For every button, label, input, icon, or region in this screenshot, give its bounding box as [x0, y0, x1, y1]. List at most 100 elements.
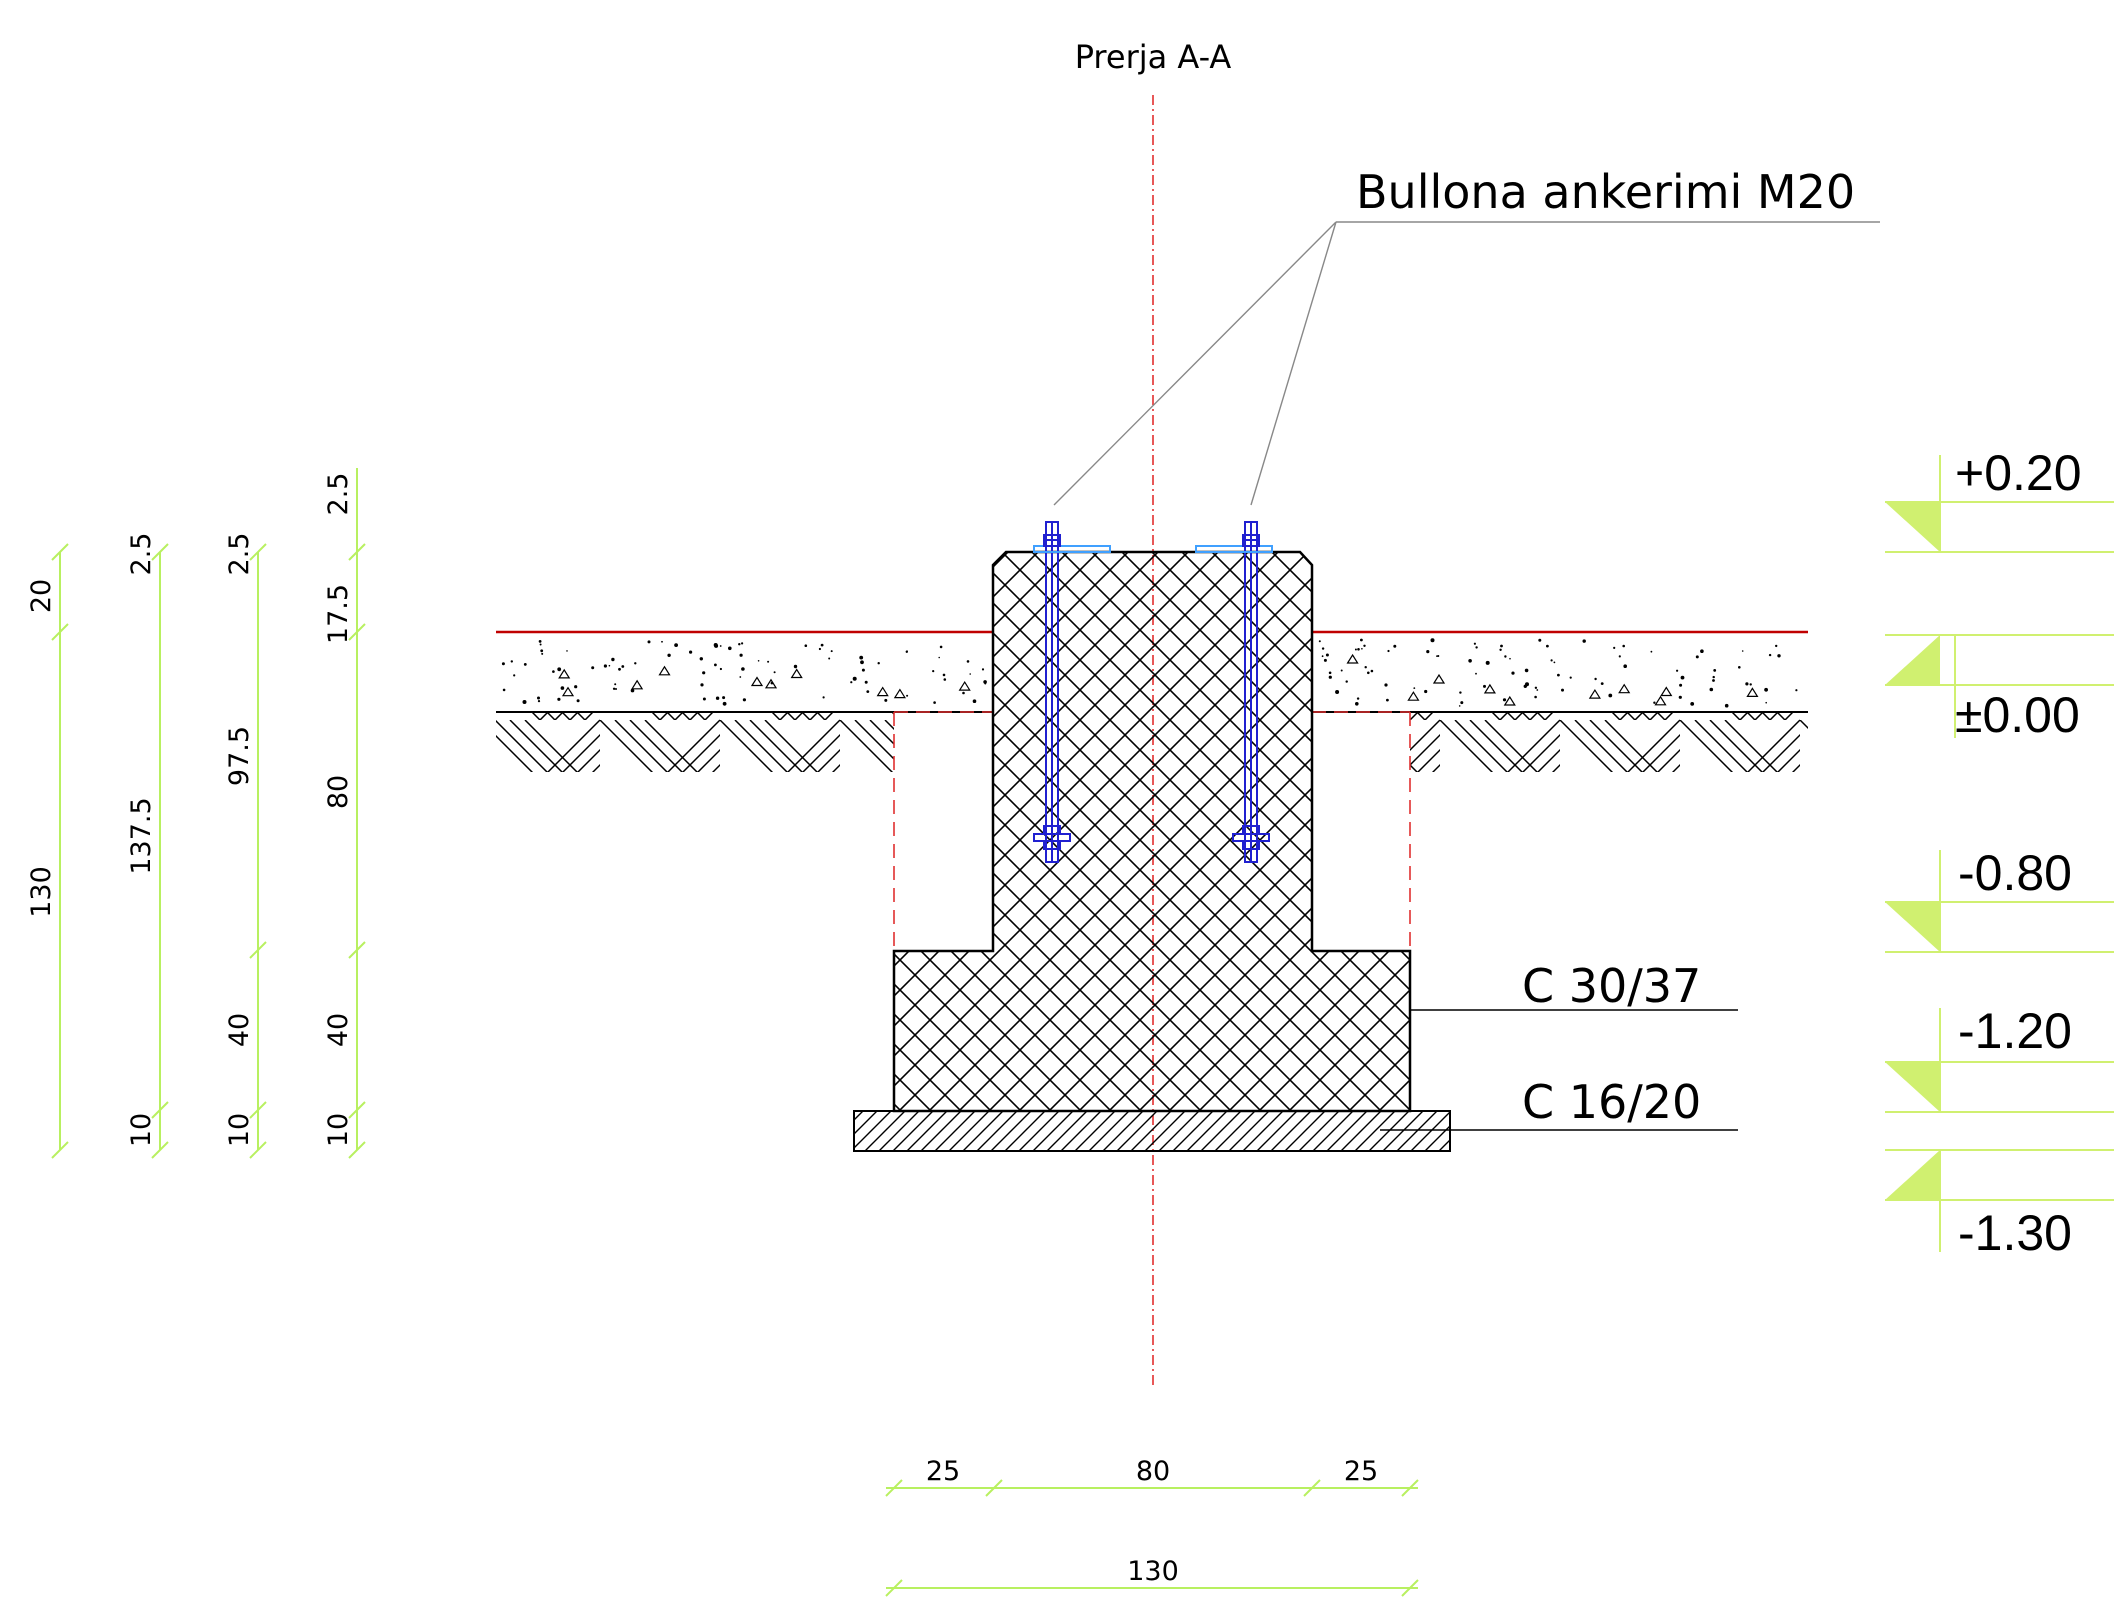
horizontal-dimensions: [885, 1479, 1419, 1597]
aggregate-dot: [1713, 669, 1717, 672]
anchor-bolt-left: [1033, 521, 1111, 863]
aggregate-dot: [1340, 669, 1343, 672]
aggregate-dot: [1475, 646, 1478, 649]
vertical-dimensions: [51, 468, 366, 1159]
aggregate-dot: [1600, 682, 1604, 685]
aggregate-dot: [1393, 644, 1397, 648]
aggregate-dot: [621, 665, 625, 668]
aggregate-dot: [793, 664, 798, 669]
aggregate-dot: [820, 643, 824, 647]
aggregate-dot: [618, 667, 621, 671]
aggregate-dot: [939, 645, 943, 649]
aggregate-dot: [674, 643, 678, 647]
aggregate-dot: [905, 650, 908, 653]
aggregate-dot: [1524, 668, 1529, 673]
aggregate-dot: [1534, 686, 1538, 689]
aggregate-dot: [728, 646, 732, 651]
aggregate-dot: [1345, 680, 1348, 683]
aggregate-dot: [537, 700, 541, 703]
aggregate-dot: [933, 701, 936, 704]
aggregate-dot: [537, 696, 540, 700]
aggregate-dot: [942, 673, 946, 677]
aggregate-triangle: [750, 676, 764, 687]
aggregate-dot: [1355, 702, 1359, 706]
aggregate-dot: [1582, 639, 1586, 643]
dim-label: 10: [224, 1113, 255, 1147]
aggregate-dot: [1485, 660, 1490, 665]
dim-label: 10: [323, 1113, 354, 1147]
level-label: +0.20: [1955, 445, 2082, 501]
aggregate-dot: [981, 668, 985, 671]
level-label: -0.80: [1958, 845, 2072, 901]
aggregate-dot: [1777, 654, 1781, 658]
level-marker: +0.20: [1885, 445, 2114, 553]
aggregate-dot: [1458, 705, 1461, 707]
aggregate-dot: [1680, 675, 1685, 680]
aggregate-dot: [502, 688, 506, 692]
dim-label: 2.5: [224, 533, 255, 576]
aggregate-triangle: [561, 686, 575, 697]
aggregate-dot: [1370, 669, 1374, 673]
dim-label: 20: [26, 579, 57, 613]
aggregate-dot: [541, 652, 544, 655]
dim-label: 130: [26, 866, 57, 918]
aggregate-dot: [828, 657, 831, 660]
aggregate-triangle: [631, 679, 644, 690]
aggregate-dot: [560, 686, 565, 690]
aggregate-triangle: [1588, 688, 1601, 699]
aggregate-dot: [1500, 644, 1503, 648]
level-label: -1.30: [1958, 1205, 2072, 1261]
aggregate-dot: [767, 660, 770, 663]
aggregate-dot: [884, 698, 888, 702]
aggregate-dot: [612, 687, 616, 690]
aggregate-dot: [1690, 702, 1695, 706]
aggregate-dot: [1678, 695, 1682, 699]
aggregate-dot: [538, 640, 542, 643]
aggregate-dot: [1424, 689, 1428, 694]
aggregate-dot: [614, 683, 617, 686]
aggregate-dot: [1318, 640, 1321, 643]
aggregate-dot: [552, 670, 555, 673]
aggregate-triangle: [1746, 687, 1759, 697]
level-marker: -0.80: [1885, 845, 2114, 953]
aggregate-dot: [1386, 698, 1389, 702]
anchor-label: Bullona ankerimi M20: [1356, 165, 1855, 219]
aggregate-dot: [1511, 671, 1515, 675]
aggregate-dot: [741, 667, 745, 671]
aggregate-dot: [1650, 650, 1653, 653]
aggregate-triangle: [893, 688, 906, 699]
aggregate-triangle: [790, 668, 803, 679]
aggregate-dot: [557, 667, 562, 672]
aggregate-dot: [1523, 684, 1528, 688]
aggregate-dot: [1323, 658, 1327, 662]
material-lower-label: C 16/20: [1522, 1075, 1701, 1129]
aggregate-triangle: [958, 680, 971, 691]
aggregate-dot: [773, 671, 776, 674]
aggregate-triangle: [1483, 683, 1496, 694]
slab-aggregate-dots: [501, 638, 1798, 708]
aggregate-dot: [566, 650, 568, 652]
aggregate-dot: [700, 683, 704, 687]
level-markers: +0.20 ±0.00 -0.80 -1.20: [1885, 445, 2114, 1261]
dim-label: 97.5: [224, 726, 255, 786]
aggregate-triangle: [876, 686, 889, 697]
aggregate-dot: [576, 699, 580, 703]
aggregate-dot: [591, 666, 595, 670]
foundation-body: [892, 550, 1412, 1113]
aggregate-dot: [714, 663, 717, 667]
aggregate-dot: [1321, 655, 1324, 658]
aggregate-dot: [689, 650, 693, 654]
vertical-dimension-labels: 20 130 2.5 137.5 10 2.5 97.5 40 10 2.5 1…: [26, 473, 354, 1148]
aggregate-dot: [1426, 650, 1430, 654]
dim-label: 40: [224, 1013, 255, 1047]
aggregate-dot: [1700, 649, 1704, 653]
aggregate-dot: [1335, 690, 1340, 694]
aggregate-dot: [1534, 695, 1537, 699]
aggregate-dot: [822, 696, 825, 699]
aggregate-dot: [966, 660, 970, 663]
aggregate-dot: [1745, 682, 1749, 686]
aggregate-dot: [864, 680, 868, 684]
dim-label: 130: [1127, 1556, 1179, 1587]
aggregate-dot: [932, 670, 935, 673]
aggregate-dot: [661, 640, 663, 643]
